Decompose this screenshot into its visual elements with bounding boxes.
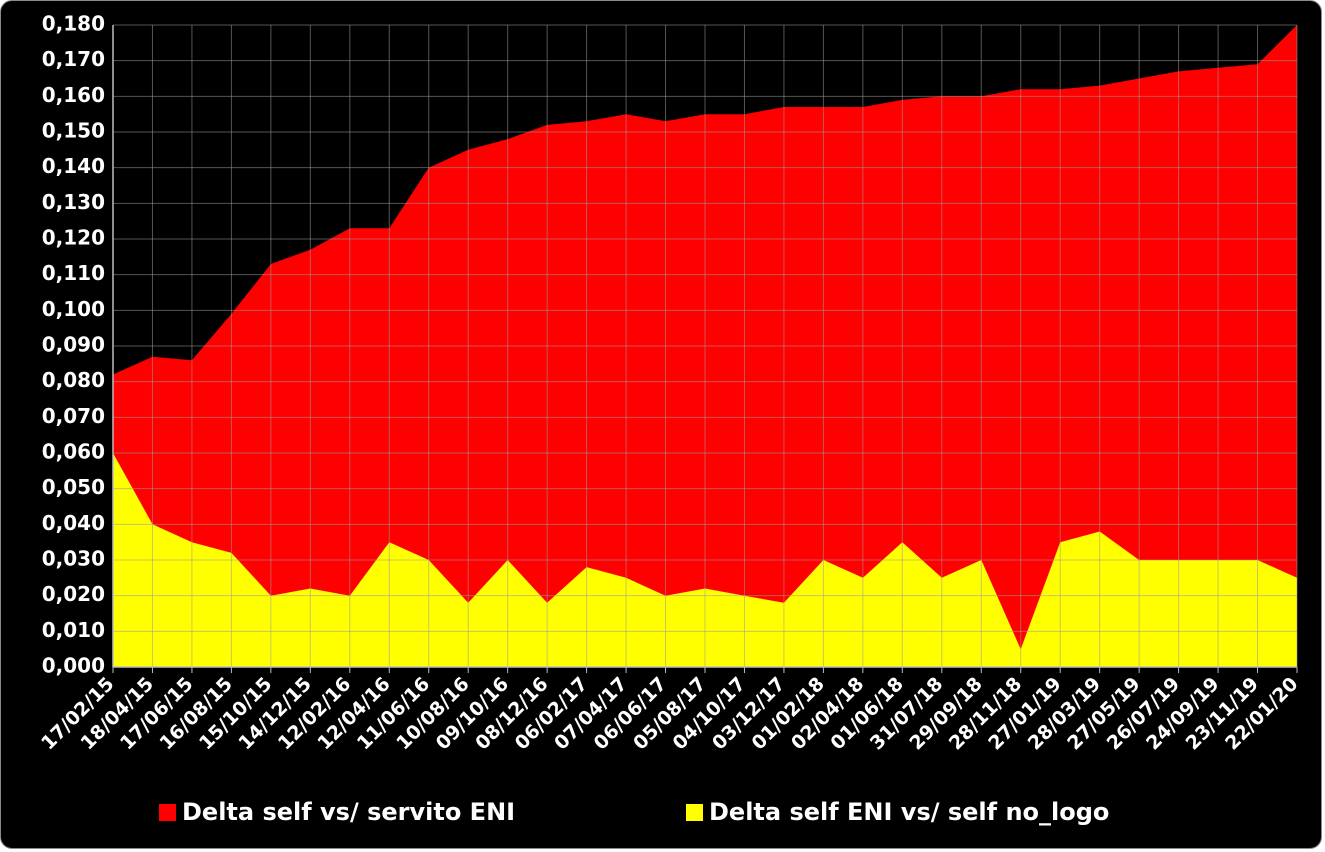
y-tick-label: 0,060 [42,440,105,464]
y-tick-label: 0,000 [42,654,105,678]
legend-swatch-red [159,804,176,821]
legend-label-red: Delta self vs/ servito ENI [182,798,515,826]
y-tick-label: 0,090 [42,333,105,357]
y-tick-label: 0,080 [42,368,105,392]
legend: Delta self vs/ servito ENI Delta self EN… [159,798,1109,826]
y-tick-label: 0,070 [42,404,105,428]
y-tick-label: 0,030 [42,547,105,571]
legend-label-yellow: Delta self ENI vs/ self no_logo [709,798,1109,826]
axis-layer: 0,000 0,010 0,020 0,030 0,040 0,050 0,060 0,070… [37,12,1302,755]
y-tick-label: 0,130 [42,190,105,214]
y-tick-label: 0,010 [42,618,105,642]
y-tick-label: 0,050 [42,475,105,499]
y-tick-label: 0,110 [42,261,105,285]
y-tick-label: 0,120 [42,226,105,250]
y-tick-label: 0,170 [42,47,105,71]
y-tick-label: 0,160 [42,83,105,107]
legend-swatch-yellow [686,804,703,821]
series-area-2 [113,453,1297,667]
y-tick-label: 0,150 [42,119,105,143]
y-tick-label: 0,180 [42,12,105,36]
y-tick-label: 0,140 [42,154,105,178]
y-tick-label: 0,020 [42,582,105,606]
y-tick-label: 0,100 [42,297,105,321]
y-tick-label: 0,040 [42,511,105,535]
